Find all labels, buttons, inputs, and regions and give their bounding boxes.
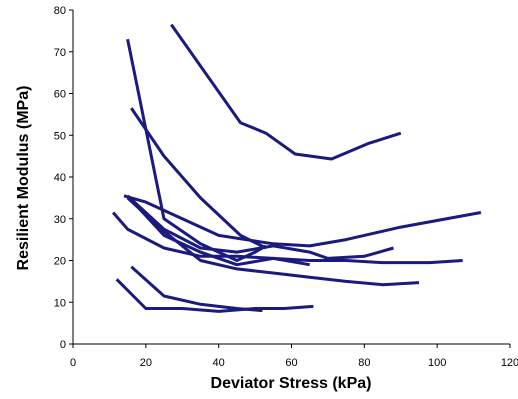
y-tick-label: 50 (54, 130, 66, 142)
y-tick-label: 20 (54, 256, 66, 268)
x-tick-label: 100 (428, 357, 446, 369)
series-line-6 (126, 194, 394, 260)
series-line-1 (170, 23, 402, 161)
x-axis-title: Deviator Stress (kPa) (211, 375, 372, 392)
x-tick-label: 120 (501, 357, 518, 369)
y-tick-label: 70 (54, 47, 66, 59)
x-axis-ticks: 0 20 40 60 80 100 120 (70, 344, 518, 369)
series-line-10 (115, 278, 314, 313)
y-tick-label: 60 (54, 89, 66, 101)
plot-lines (111, 23, 482, 313)
y-axis-ticks: 0 10 20 30 40 50 60 70 80 (54, 5, 73, 351)
series-line-2 (126, 38, 267, 262)
series-line-8 (126, 196, 420, 287)
series-line-9 (130, 265, 263, 313)
x-tick-label: 40 (213, 357, 225, 369)
x-tick-label: 80 (358, 357, 370, 369)
y-axis-title: Resilient Modulus (MPa) (15, 86, 32, 271)
y-tick-label: 80 (54, 5, 66, 17)
y-tick-label: 0 (60, 339, 66, 351)
x-tick-label: 0 (70, 357, 76, 369)
x-tick-label: 20 (140, 357, 152, 369)
series-line-4 (123, 194, 482, 248)
y-tick-label: 40 (54, 172, 66, 184)
y-tick-label: 10 (54, 297, 66, 309)
y-tick-label: 30 (54, 214, 66, 226)
x-tick-label: 60 (285, 357, 297, 369)
axes (72, 10, 510, 345)
series-line-7 (130, 198, 310, 267)
